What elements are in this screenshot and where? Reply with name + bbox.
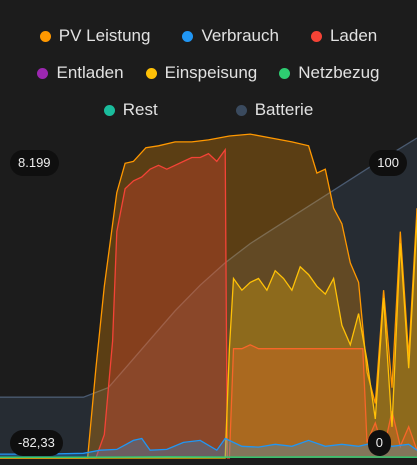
series-area-einspeisung [0, 219, 417, 458]
legend-label: PV Leistung [58, 26, 151, 45]
legend-row-2: Entladen Einspeisung Netzbezug [0, 63, 417, 83]
legend-dot-icon [279, 67, 291, 79]
series-line-batterie [0, 137, 417, 398]
legend-item-einspeisung[interactable]: Einspeisung [145, 63, 258, 83]
legend-row-3: Rest Batterie [0, 100, 417, 120]
legend-dot-icon [37, 67, 49, 79]
legend-dot-icon [145, 67, 157, 79]
legend-item-batterie[interactable]: Batterie [235, 100, 314, 120]
legend-dot-icon [39, 30, 51, 42]
y-left-max-label: 8.199 [10, 150, 59, 176]
y-left-min-label: -82,33 [10, 430, 63, 456]
legend-item-netzbezug[interactable]: Netzbezug [279, 63, 380, 83]
y-right-min-label: 0 [367, 430, 391, 456]
series-line-verbrauch [0, 437, 417, 455]
series-line-pv-leistung [0, 133, 417, 459]
legend-label: Batterie [254, 100, 314, 119]
legend-dot-icon [310, 30, 322, 42]
y-right-max-label: 100 [369, 150, 407, 176]
legend-label: Einspeisung [164, 63, 258, 82]
legend-item-entladen[interactable]: Entladen [37, 63, 124, 83]
legend-label: Laden [329, 26, 378, 45]
legend-item-rest[interactable]: Rest [103, 100, 158, 120]
legend-label: Rest [122, 100, 158, 119]
legend-item-laden[interactable]: Laden [310, 26, 378, 46]
legend-dot-icon [235, 104, 247, 116]
legend-dot-icon [103, 104, 115, 116]
legend-label: Verbrauch [201, 26, 279, 45]
series-area-pv-leistung [0, 134, 417, 458]
legend-label: Entladen [56, 63, 124, 82]
legend-label: Netzbezug [298, 63, 380, 82]
legend-item-verbrauch[interactable]: Verbrauch [182, 26, 279, 46]
legend-row-1: PV Leistung Verbrauch Laden [0, 26, 417, 46]
series-area-batterie [0, 138, 417, 458]
legend-dot-icon [182, 30, 194, 42]
series-line-einspeisung [0, 219, 417, 459]
series-area-verbrauch [0, 438, 417, 458]
series-area-laden [0, 149, 417, 458]
legend-item-pv-leistung[interactable]: PV Leistung [39, 26, 151, 46]
